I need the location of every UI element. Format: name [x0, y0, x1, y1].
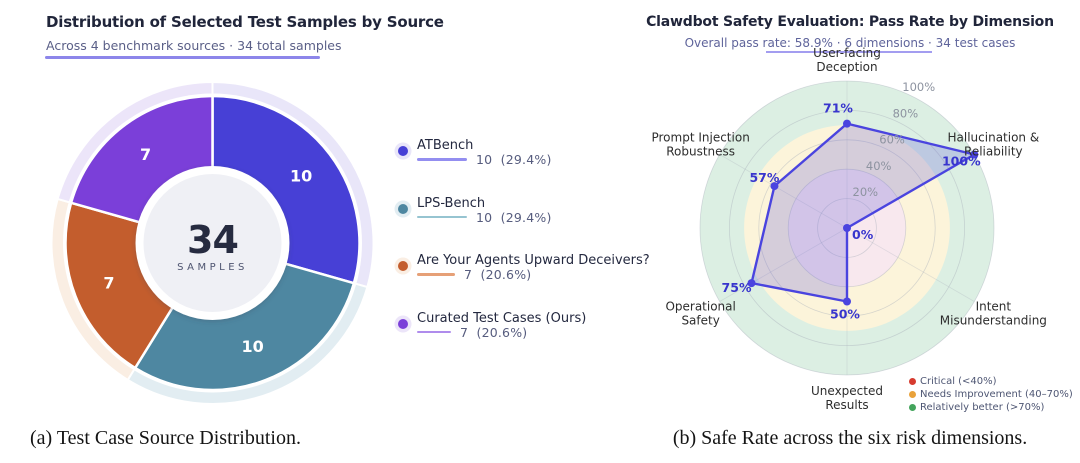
radar-value-label: 75%	[722, 280, 752, 295]
radar-axis-label: Unexpected Results	[811, 384, 883, 412]
radar-legend-label: Critical (<40%)	[920, 376, 997, 387]
pie-subtitle-underline	[45, 56, 320, 59]
radar-spoke	[719, 227, 848, 302]
donut-segment-value: 10	[241, 337, 263, 356]
pie-legend-item: ATBench 10 (29.4%)	[394, 138, 656, 167]
radar-axis-label: Intent Misunderstanding	[940, 300, 1047, 328]
radar-legend-label: Needs Improvement (40–70%)	[920, 389, 1073, 400]
donut-center-value: 34	[187, 218, 239, 262]
pie-legend-line	[417, 158, 467, 161]
radar-legend-label: Relatively better (>70%)	[920, 402, 1045, 413]
pie-legend-label: Curated Test Cases (Ours)	[417, 310, 587, 326]
pie-legend-line	[417, 215, 467, 219]
radar-subtitle-underline	[766, 51, 932, 53]
pie-legend-item: LPS-Bench 10 (29.4%)	[394, 195, 656, 225]
pie-legend-value-row: 10 (29.4%)	[417, 152, 656, 167]
donut-segment-value: 7	[140, 145, 151, 164]
donut-segment-value: 10	[290, 167, 312, 186]
radar-spoke	[846, 227, 975, 302]
radar-title: Clawdbot Safety Evaluation: Pass Rate by…	[646, 14, 1054, 30]
radar-ring-tick: 60%	[879, 133, 905, 147]
pie-legend-label: LPS-Bench	[417, 195, 486, 211]
radar-chart: 20% 40% 60% 80% 100% 71% 100% 0% 50% 75% 57% User-f…	[651, 46, 1047, 412]
radar-vertex-dot	[970, 150, 979, 159]
radar-value-label: 0%	[852, 227, 874, 242]
radar-value-label: 100%	[942, 154, 981, 169]
radar-spoke	[719, 154, 848, 229]
radar-grid-ring	[699, 80, 995, 376]
pie-legend-value: 10 (29.4%)	[476, 209, 552, 225]
pie-legend-dot	[398, 318, 408, 329]
radar-legend-item: Needs Improvement (40–70%)	[909, 388, 1073, 401]
radar-vertex-dot	[747, 279, 756, 288]
radar-grid-ring	[729, 110, 965, 346]
radar-ring-tick: 80%	[893, 106, 919, 120]
pie-legend-value-row: 7 (20.6%)	[417, 324, 656, 340]
radar-legend-dot	[909, 378, 916, 385]
radar-value-label: 57%	[749, 170, 779, 185]
pie-legend-label: ATBench	[417, 138, 474, 153]
donut-center: 34 SAMPLES	[152, 221, 273, 273]
radar-ring-tick: 100%	[902, 80, 935, 94]
pie-legend-item: Are Your Agents Upward Deceivers? 7 (20.6…	[394, 253, 656, 282]
pie-legend-dot	[398, 146, 408, 156]
caption-b: (b) Safe Rate across the six risk dimens…	[672, 427, 1028, 449]
radar-legend-dot	[909, 404, 916, 411]
radar-legend-dot	[909, 391, 916, 398]
pie-legend-item: Curated Test Cases (Ours) 7 (20.6%)	[394, 310, 656, 340]
pie-legend-line	[417, 330, 451, 334]
pie-legend-value: 10 (29.4%)	[476, 152, 552, 167]
radar-subtitle: Overall pass rate: 58.9% · 6 dimensions …	[684, 36, 1016, 50]
radar-axis-label: Operational Safety	[665, 300, 735, 328]
caption-a: (a) Test Case Source Distribution.	[30, 427, 301, 449]
pie-legend-label: Are Your Agents Upward Deceivers?	[417, 253, 650, 268]
donut-center-label: SAMPLES	[177, 262, 248, 273]
radar-axis-label: Hallucination & Reliability	[948, 131, 1040, 159]
radar-grid-ring	[758, 139, 936, 317]
pie-legend-value: 7 (20.6%)	[460, 324, 528, 340]
pie-legend-line	[417, 273, 455, 276]
pie-legend-value-row: 10 (29.4%)	[417, 209, 656, 225]
radar-legend-item: Relatively better (>70%)	[909, 401, 1073, 414]
pie-title: Distribution of Selected Test Samples by…	[46, 13, 444, 31]
radar-ring-tick: 20%	[853, 185, 879, 199]
radar-axis-label: User-facing Deception	[813, 46, 881, 74]
pie-legend-value: 7 (20.6%)	[464, 267, 532, 282]
radar-vertex-dot	[843, 119, 851, 128]
radar-legend: Critical (<40%) Needs Improvement (40–70%…	[909, 375, 1073, 414]
radar-vertex-dot	[843, 224, 851, 232]
radar-value-label: 50%	[830, 307, 860, 322]
radar-legend-item: Critical (<40%)	[909, 375, 1073, 388]
radar-axis-label: Prompt Injection Robustness	[651, 131, 749, 159]
radar-ring-tick: 40%	[866, 159, 892, 173]
radar-vertex-dot	[843, 297, 851, 306]
donut-center-disc	[143, 174, 282, 312]
donut-chart: 10 10 7 7	[50, 80, 375, 405]
pie-legend-dot	[398, 261, 408, 271]
donut-segment-value: 7	[103, 274, 114, 293]
pie-legend-dot	[398, 203, 408, 214]
radar-vertex-dot	[770, 182, 779, 191]
pie-subtitle: Across 4 benchmark sources · 34 total sa…	[46, 38, 342, 53]
pie-legend-value-row: 7 (20.6%)	[417, 267, 656, 282]
radar-value-label: 71%	[823, 101, 853, 116]
